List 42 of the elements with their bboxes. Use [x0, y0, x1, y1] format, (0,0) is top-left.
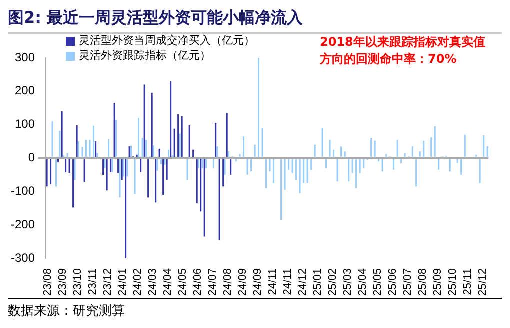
- y-tick-label: -200: [10, 217, 36, 232]
- x-tick-label: 25/06: [387, 268, 400, 296]
- x-tick-label: 25/04: [357, 268, 370, 296]
- legend-label: 灵活外资跟踪指标（亿元）: [79, 49, 211, 63]
- x-tick-label: 25/05: [372, 268, 384, 296]
- x-tick-label: 25/09: [432, 268, 444, 296]
- y-tick-label: 0: [28, 150, 36, 165]
- x-tick-label: 25/01: [312, 268, 324, 296]
- x-tick-label: 24/11: [282, 268, 294, 296]
- x-tick-label: 24/09: [252, 268, 264, 296]
- y-tick-label: 300: [14, 50, 36, 64]
- x-tick-label: 24/12: [296, 268, 309, 296]
- x-tick-label: 24/09: [236, 268, 249, 296]
- x-tick-label: 23/09: [56, 268, 69, 296]
- x-tick-label: 25/10: [447, 268, 460, 296]
- x-tick-label: 24/02: [132, 268, 144, 296]
- x-tick-label: 23/08: [42, 268, 54, 296]
- x-tick-label: 25/08: [417, 268, 430, 296]
- x-tick-label: 24/11: [266, 268, 279, 296]
- x-tick-label: 23/10: [72, 268, 84, 296]
- source-note: 数据来源：研究测算: [8, 298, 502, 320]
- y-tick-label: 100: [14, 117, 36, 132]
- chart-title: 图2: 最近一周灵活型外资可能小幅净流入: [8, 8, 502, 34]
- x-tick-label: 24/08: [222, 268, 234, 296]
- x-tick-label: 24/07: [206, 268, 219, 296]
- x-tick-label: 24/06: [192, 268, 204, 296]
- x-tick-label: 25/02: [327, 268, 340, 296]
- x-tick-label: 23/11: [86, 268, 99, 296]
- x-tick-label: 25/03: [342, 268, 354, 296]
- x-tick-label: 24/03: [146, 268, 159, 296]
- y-tick-label: -100: [10, 184, 36, 198]
- x-tick-label: 25/11: [462, 268, 474, 296]
- y-tick-label: -300: [10, 250, 36, 265]
- x-tick-label: 25/12: [477, 268, 490, 296]
- legend-label: 灵活型外资当周成交净买入（亿元）: [79, 34, 255, 48]
- annotation: 2018年以来跟踪指标对真实值方向的回测命中率：70%: [320, 34, 486, 68]
- x-tick-label: 24/04: [162, 268, 174, 296]
- x-tick-label: 24/01: [116, 268, 129, 296]
- x-tick-label: 23/12: [102, 268, 114, 296]
- x-tick-label: 25/07: [402, 268, 414, 296]
- x-tick-label: 24/05: [176, 268, 189, 296]
- y-tick-label: 200: [14, 84, 36, 98]
